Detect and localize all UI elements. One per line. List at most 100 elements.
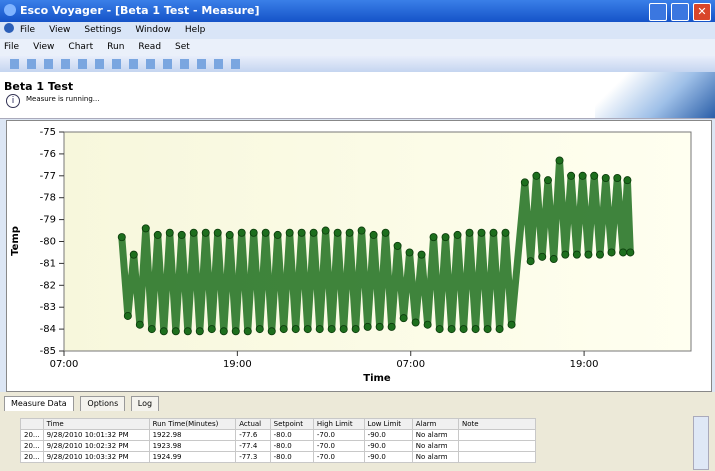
data-point (388, 323, 395, 330)
tab[interactable]: Log (131, 396, 159, 411)
x-axis-label: Time (363, 373, 391, 384)
data-point (352, 326, 359, 333)
column-header[interactable]: Setpoint (270, 419, 313, 430)
table-cell: -70.0 (313, 441, 364, 452)
table-cell: -70.0 (313, 430, 364, 441)
y-tick-label: -76 (40, 149, 56, 160)
data-point (573, 251, 580, 258)
table-cell: No alarm (412, 452, 458, 463)
data-point (226, 231, 233, 238)
table-cell: No alarm (412, 441, 458, 452)
table-cell: -77.4 (236, 441, 270, 452)
column-header[interactable]: Low Limit (364, 419, 412, 430)
column-header[interactable]: Note (459, 419, 536, 430)
chart: Temp Time -85-84-83-82-81-80-79-78-77-76… (7, 121, 711, 391)
y-tick-label: -79 (40, 215, 56, 226)
data-point (585, 251, 592, 258)
y-axis-label: Temp (10, 226, 21, 256)
column-header[interactable]: Time (43, 419, 149, 430)
menu-item[interactable]: Chart (68, 42, 93, 52)
menu-item[interactable]: View (49, 25, 70, 35)
data-point (190, 229, 197, 236)
data-point (418, 251, 425, 258)
data-point (232, 328, 239, 335)
table-cell: 9/28/2010 10:02:32 PM (43, 441, 149, 452)
table-cell: 9/28/2010 10:03:32 PM (43, 452, 149, 463)
data-point (608, 249, 615, 256)
data-point (424, 321, 431, 328)
data-point (478, 229, 485, 236)
chart-menu: File View Chart Run Read Set (0, 39, 715, 56)
menu-item[interactable]: Settings (84, 25, 121, 35)
column-header[interactable]: Alarm (412, 419, 458, 430)
data-point (328, 326, 335, 333)
tab[interactable]: Options (80, 396, 125, 411)
data-point (539, 253, 546, 260)
y-tick-label: -81 (40, 258, 56, 269)
data-point (292, 326, 299, 333)
y-tick-label: -78 (40, 193, 56, 204)
menu-item[interactable]: Set (175, 42, 190, 52)
table-cell: -80.0 (270, 430, 313, 441)
data-point (527, 258, 534, 265)
column-header[interactable]: High Limit (313, 419, 364, 430)
menu-item[interactable]: Read (138, 42, 161, 52)
data-point (298, 229, 305, 236)
column-header[interactable]: Run Time(Minutes) (149, 419, 236, 430)
table-cell: 20... (21, 441, 44, 452)
menu-item[interactable]: View (33, 42, 54, 52)
title-bar: Esco Voyager - [Beta 1 Test - Measure] ✕ (0, 0, 715, 22)
data-point (460, 326, 467, 333)
data-point (220, 328, 227, 335)
data-point (268, 328, 275, 335)
data-point (238, 229, 245, 236)
data-point (262, 229, 269, 236)
column-header[interactable]: Actual (236, 419, 270, 430)
data-point (521, 179, 528, 186)
minimize-button[interactable] (649, 3, 667, 21)
data-point (130, 251, 137, 258)
data-point (286, 229, 293, 236)
maximize-button[interactable] (671, 3, 689, 21)
data-point (567, 172, 574, 179)
y-tick-label: -75 (40, 127, 56, 138)
header-title: Beta 1 Test (4, 80, 73, 93)
y-tick-label: -77 (40, 171, 56, 182)
table-cell (459, 441, 536, 452)
menu-item[interactable]: Run (107, 42, 124, 52)
tab[interactable]: Measure Data (4, 396, 74, 411)
header-row: TimeRun Time(Minutes)ActualSetpointHigh … (21, 419, 536, 430)
data-point (172, 328, 179, 335)
data-point (508, 321, 515, 328)
data-point (544, 177, 551, 184)
data-point (346, 229, 353, 236)
data-point (614, 174, 621, 181)
data-point (304, 326, 311, 333)
table-cell: -80.0 (270, 441, 313, 452)
window-title: Esco Voyager - [Beta 1 Test - Measure] (20, 4, 260, 17)
data-point (454, 231, 461, 238)
data-point (442, 234, 449, 241)
menu-item[interactable]: File (4, 42, 19, 52)
chart-panel: Temp Time -85-84-83-82-81-80-79-78-77-76… (6, 120, 712, 392)
table-cell (459, 452, 536, 463)
menu-item[interactable]: Help (185, 25, 206, 35)
data-point (136, 321, 143, 328)
table-cell: 9/28/2010 10:01:32 PM (43, 430, 149, 441)
toolbar-icons[interactable] (10, 59, 240, 69)
data-point (280, 326, 287, 333)
data-point (394, 242, 401, 249)
menu-item[interactable]: File (20, 25, 35, 35)
data-point (142, 225, 149, 232)
data-point (430, 234, 437, 241)
table-cell: 1924.99 (149, 452, 236, 463)
x-tick-label: 19:00 (223, 359, 252, 370)
data-point (364, 323, 371, 330)
data-point (448, 326, 455, 333)
close-button[interactable]: ✕ (693, 3, 711, 21)
menu-item[interactable]: Window (135, 25, 171, 35)
scrollbar[interactable] (693, 416, 709, 470)
